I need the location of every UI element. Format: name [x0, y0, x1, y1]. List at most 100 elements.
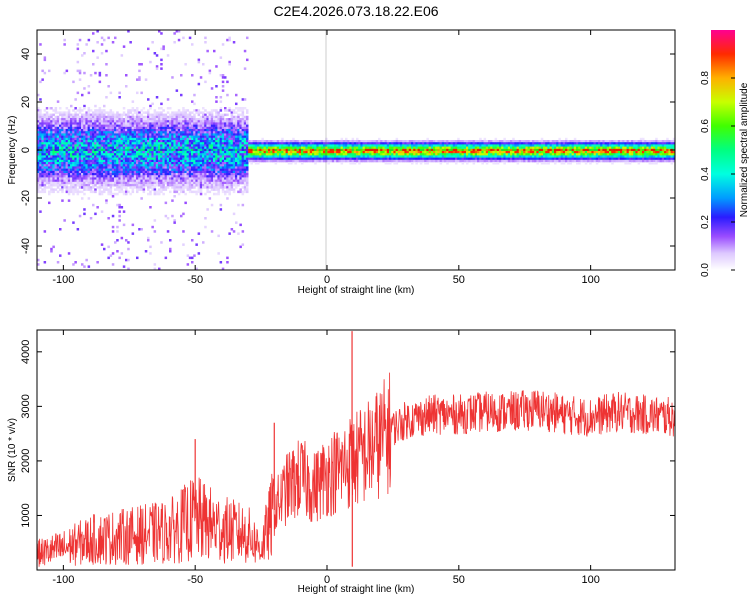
heatmap-cell: [147, 179, 150, 183]
heatmap-cell: [175, 151, 179, 154]
heatmap-cell: [142, 133, 146, 136]
heatmap-cell: [243, 177, 247, 180]
heatmap-cell: [89, 144, 93, 147]
heatmap-cell: [89, 122, 93, 125]
heatmap-cell: [367, 151, 370, 154]
heatmap-cell: [153, 157, 157, 161]
heatmap-cell: [191, 155, 194, 158]
heatmap-cell: [107, 151, 110, 154]
heatmap-cell: [182, 173, 185, 176]
heatmap-cell: [50, 177, 53, 180]
heatmap-cell: [43, 164, 47, 167]
heatmap-cell: [331, 151, 335, 154]
heatmap-cell: [160, 113, 163, 117]
heatmap-cell: [41, 115, 44, 119]
heatmap-cell: [59, 155, 62, 158]
heatmap-cell: [448, 159, 451, 163]
heatmap-cell: [215, 65, 218, 68]
heatmap-cell: [129, 137, 132, 141]
heatmap-cell: [254, 159, 258, 163]
heatmap-cell: [142, 129, 146, 132]
heatmap-cell: [147, 98, 150, 101]
heatmap-cell: [144, 162, 148, 165]
heatmap-cell: [314, 144, 317, 147]
heatmap-cell: [188, 146, 192, 150]
heatmap-cell: [72, 179, 75, 183]
heatmap-cell: [54, 144, 58, 147]
heatmap-cell: [74, 120, 77, 123]
heatmap-cell: [144, 129, 148, 132]
heatmap-cell: [39, 137, 42, 141]
heatmap-cell: [219, 170, 223, 174]
heatmap-cell: [358, 155, 361, 158]
heatmap-cell: [140, 133, 143, 136]
heatmap-cell: [173, 131, 176, 134]
heatmap-cell: [76, 170, 80, 174]
heatmap-cell: [94, 175, 97, 178]
heatmap-cell: [349, 159, 352, 163]
heatmap-cell: [276, 144, 280, 147]
heatmap-cell: [204, 120, 207, 123]
heatmap-cell: [96, 122, 99, 125]
heatmap-cell: [142, 118, 146, 121]
heatmap-cell: [397, 146, 401, 150]
heatmap-cell: [140, 175, 143, 178]
heatmap-cell: [202, 142, 205, 145]
heatmap-cell: [362, 157, 366, 161]
heatmap-cell: [140, 153, 143, 156]
heatmap-cell: [127, 241, 130, 244]
heatmap-cell: [37, 164, 40, 167]
heatmap-cell: [446, 155, 449, 158]
heatmap-cell: [111, 135, 115, 139]
heatmap-cell: [246, 168, 249, 172]
heatmap-cell: [188, 170, 192, 174]
heatmap-cell: [116, 122, 119, 125]
heatmap-cell: [257, 142, 260, 145]
heatmap-cell: [166, 186, 170, 189]
heatmap-cell: [153, 181, 157, 185]
heatmap-cell: [369, 157, 372, 161]
heatmap-cell: [63, 153, 66, 156]
heatmap-cell: [59, 184, 62, 187]
heatmap-cell: [120, 181, 124, 185]
heatmap-cell: [116, 166, 119, 169]
heatmap-cell: [219, 109, 223, 112]
heatmap-cell: [140, 186, 143, 189]
heatmap-cell: [230, 109, 234, 112]
heatmap-cell: [78, 115, 82, 119]
heatmap-cell: [439, 140, 443, 143]
heatmap-cell: [72, 263, 75, 266]
heatmap-cell: [87, 265, 91, 268]
heatmap-cell: [50, 164, 53, 167]
heatmap-cell: [136, 129, 139, 132]
heatmap-cell: [131, 179, 135, 183]
heatmap-cell: [446, 140, 449, 143]
heatmap-cell: [239, 151, 242, 154]
heatmap-cell: [162, 151, 165, 154]
heatmap-cell: [125, 146, 128, 150]
heatmap-cell: [294, 142, 297, 145]
heatmap-cell: [144, 179, 148, 183]
heatmap-cell: [197, 159, 201, 163]
heatmap-cell: [87, 142, 91, 145]
heatmap-cell: [87, 140, 91, 143]
heatmap-cell: [246, 162, 249, 165]
heatmap-cell: [65, 164, 69, 167]
heatmap-cell: [239, 122, 242, 125]
heatmap-cell: [204, 162, 207, 165]
heatmap-cell: [111, 170, 115, 174]
heatmap-cell: [186, 137, 190, 141]
heatmap-cell: [162, 133, 165, 136]
heatmap-cell: [50, 107, 53, 110]
heatmap-cell: [199, 144, 203, 147]
heatmap-cell: [72, 164, 75, 167]
heatmap-cell: [61, 144, 64, 147]
heatmap-cell: [144, 133, 148, 136]
heatmap-cell: [72, 146, 75, 150]
heatmap-cell: [81, 135, 84, 139]
heatmap-cell: [72, 115, 75, 119]
heatmap-cell: [175, 30, 179, 33]
heatmap-cell: [446, 144, 449, 147]
heatmap-cell: [191, 111, 194, 114]
heatmap-cell: [254, 146, 258, 150]
